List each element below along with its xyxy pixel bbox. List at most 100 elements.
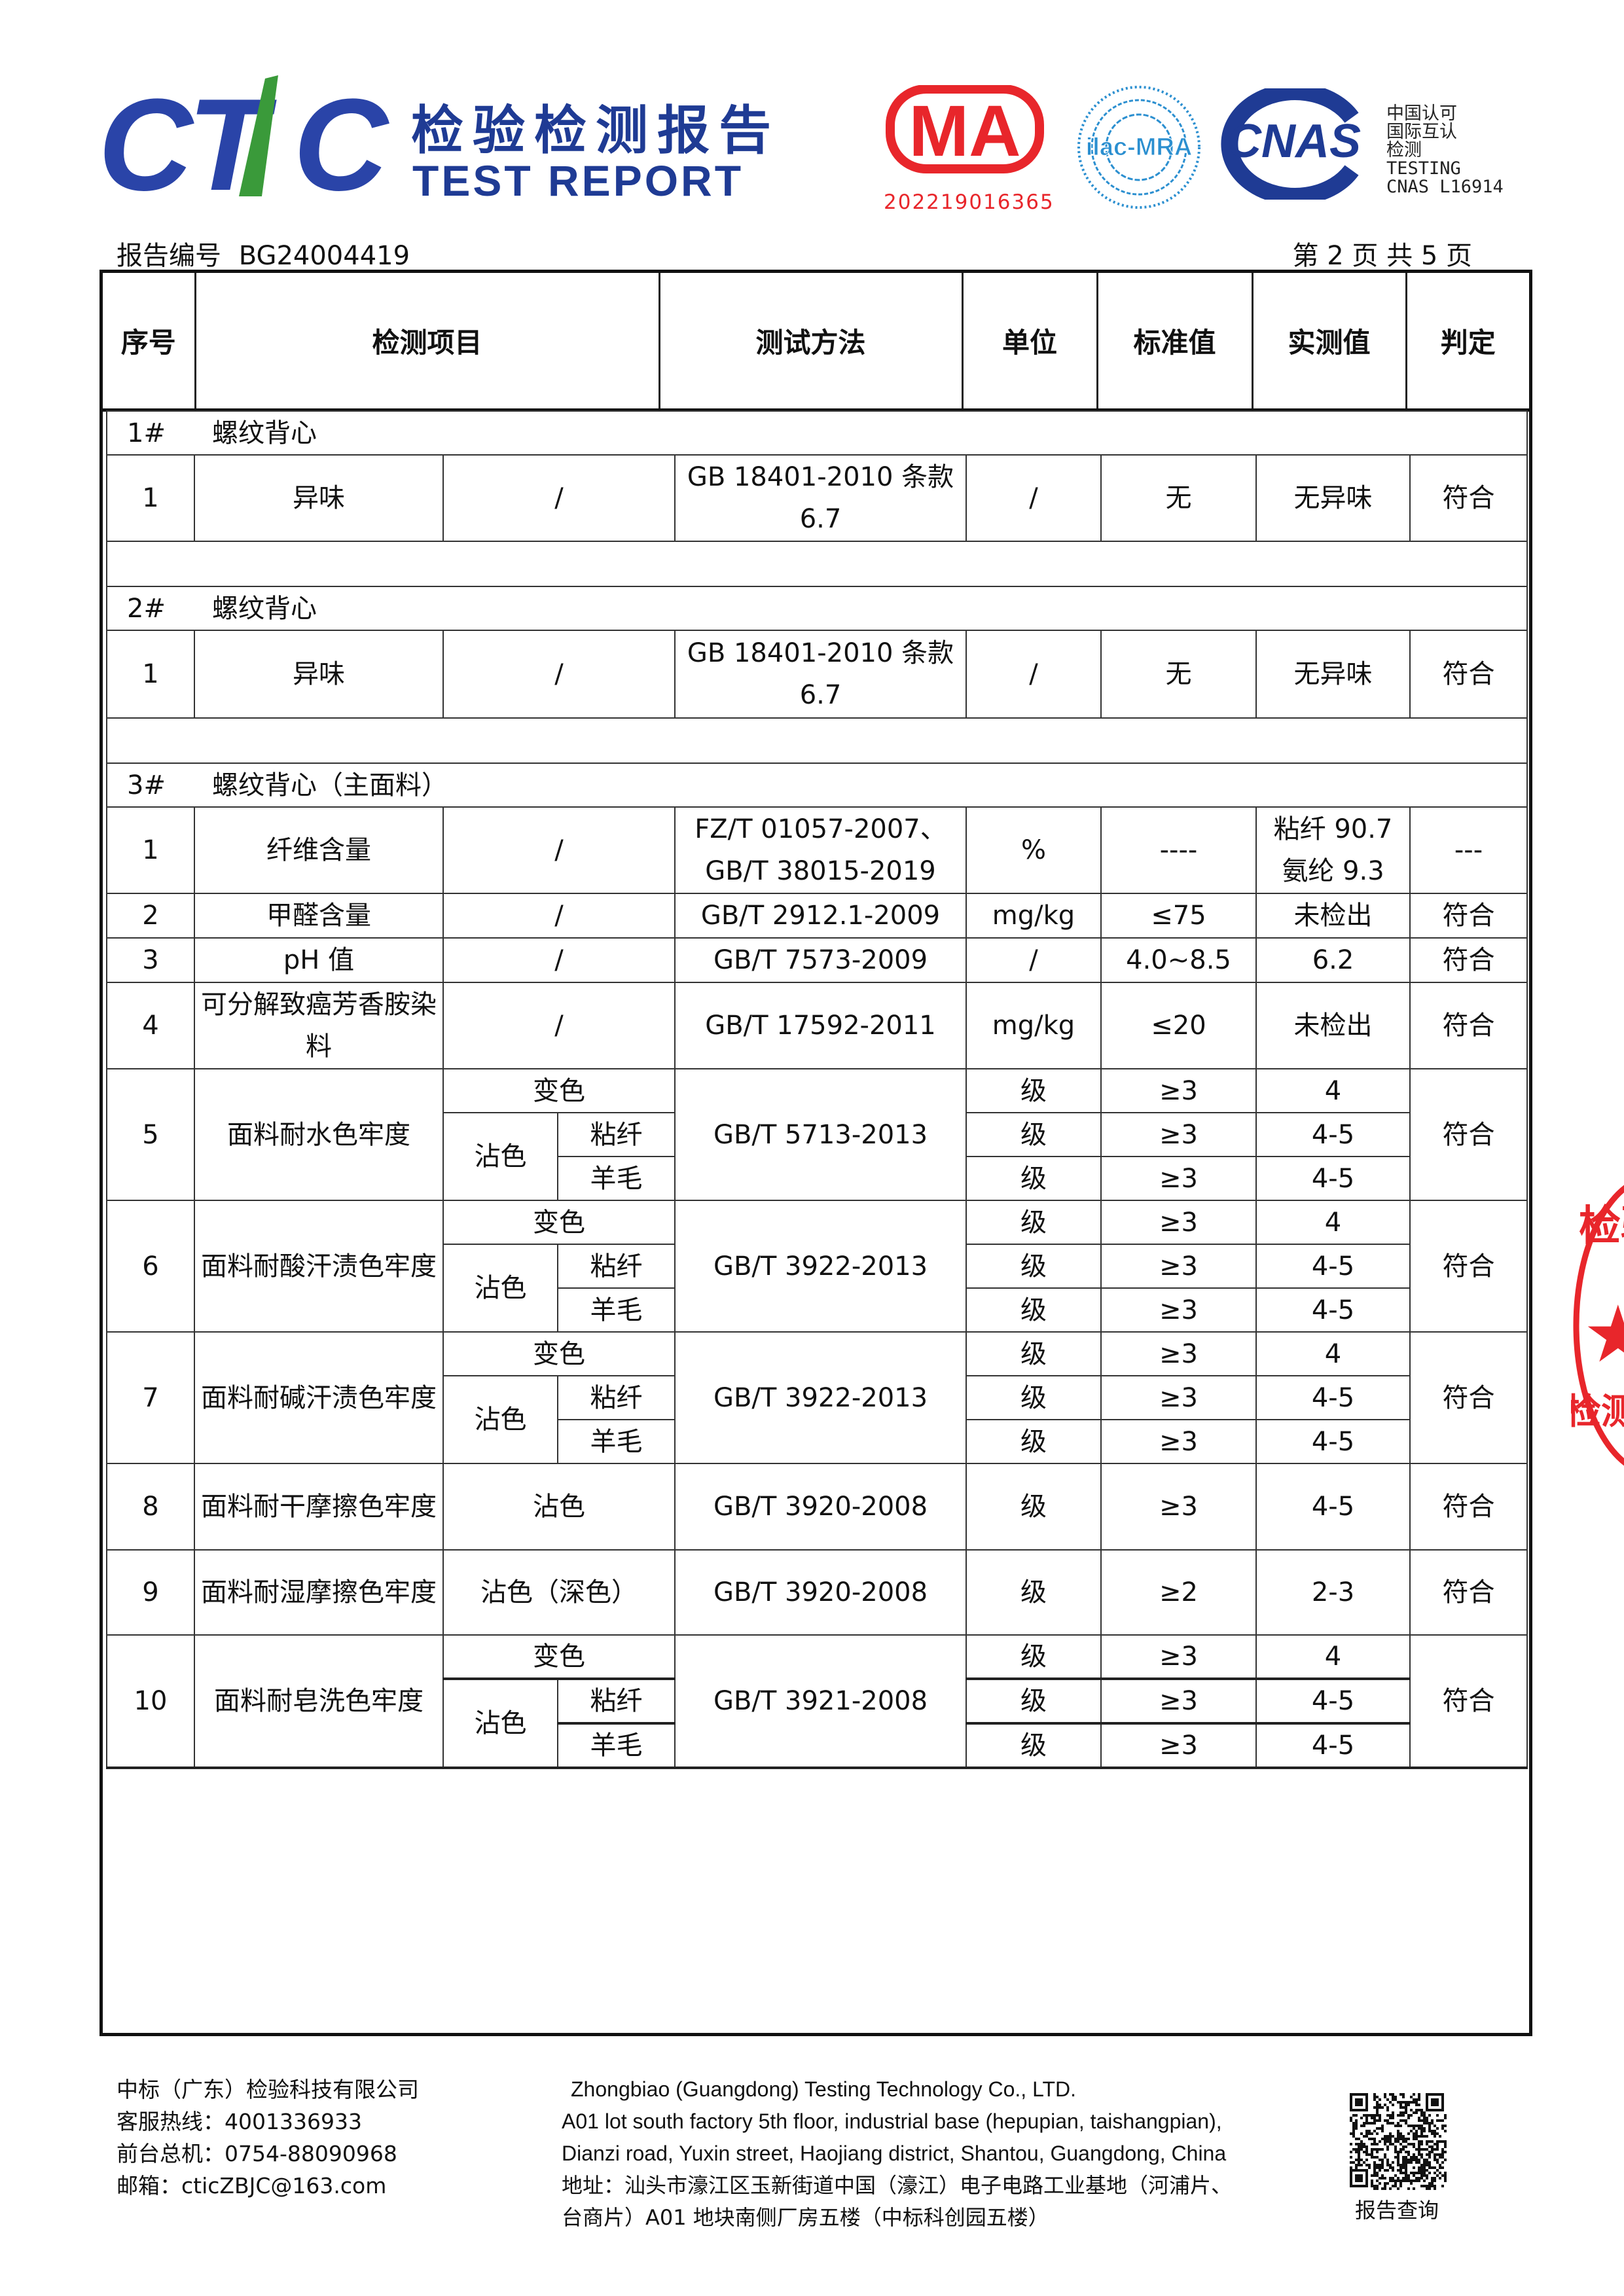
- unit: 级: [965, 1463, 1102, 1551]
- col-header-result: 实测值: [1252, 273, 1407, 412]
- page-info: 第 2 页 共 5 页: [1292, 241, 1472, 271]
- test-subitem: 沾色（深色）: [442, 1549, 676, 1636]
- table-row: 沾色 粘纤级 ≥3 4-5: [107, 1244, 1527, 1333]
- verdict: 符合: [1409, 937, 1528, 983]
- unit: 级: [965, 1375, 1102, 1420]
- standard-value: ≥3: [1100, 1331, 1257, 1376]
- test-item: 异味: [194, 454, 444, 542]
- table-row: 4 可分解致癌芳香胺染料 / GB/T 17592-2011 mg/kg ≤20 未检出 符合: [106, 982, 1528, 1069]
- verdict: 符合: [1409, 982, 1528, 1069]
- standard-value: ----: [1100, 806, 1257, 894]
- sample-name: 螺纹背心: [212, 593, 317, 624]
- fiber-label: 羊毛: [557, 1156, 676, 1201]
- test-subitem: /: [442, 806, 676, 894]
- test-subitem: /: [442, 982, 676, 1069]
- test-method: GB 18401-2010 条款 6.7: [674, 630, 967, 719]
- row-number: 3: [106, 937, 195, 983]
- measured-value: 未检出: [1255, 982, 1411, 1069]
- blank-cell: [105, 717, 1528, 764]
- measured-value: 4: [1255, 1068, 1411, 1113]
- fiber-label: 粘纤: [557, 1678, 676, 1725]
- front-desk-phone: 前台总机：0754-88090968: [117, 2141, 397, 2166]
- measured-value: 6.2: [1255, 937, 1411, 983]
- test-item: 异味: [194, 630, 444, 719]
- test-method: GB/T 3921-2008: [674, 1634, 967, 1769]
- table-row: 沾色 粘纤级 ≥3 4-5: [107, 1112, 1527, 1201]
- row-number: 7: [106, 1331, 195, 1464]
- test-method: GB/T 2912.1-2009: [674, 893, 967, 939]
- color-change-label: 变色: [442, 1634, 676, 1680]
- fiber-label: 羊毛: [557, 1723, 676, 1769]
- table-row: 沾色 粘纤级 ≥3 4-5: [107, 1678, 1527, 1769]
- table-row: 1 异味 / GB 18401-2010 条款 6.7/无无异味 符合: [106, 454, 1528, 542]
- table-row: 1 异味 / GB 18401-2010 条款 6.7/无无异味 符合: [106, 630, 1528, 719]
- standard-value: 4.0~8.5: [1100, 937, 1257, 983]
- unit: %: [965, 806, 1102, 894]
- standard-value: ≥3: [1100, 1156, 1257, 1201]
- row-number: 5: [106, 1068, 195, 1201]
- cma-logo: MA 202219016365: [884, 84, 1053, 214]
- measured-value: 2-3: [1255, 1549, 1411, 1636]
- qr-code[interactable]: [1350, 2093, 1447, 2190]
- report-number-value: BG24004419: [238, 241, 410, 271]
- section-row: 3# 螺纹背心（主面料）: [105, 762, 1528, 808]
- test-method: FZ/T 01057-2007、GB/T 38015-2019: [674, 806, 967, 894]
- test-method: GB/T 17592-2011: [674, 982, 967, 1069]
- unit: mg/kg: [965, 893, 1102, 939]
- test-item: 可分解致癌芳香胺染料: [194, 982, 444, 1069]
- star-icon: ★: [1583, 1289, 1624, 1380]
- measured-value: 4-5: [1255, 1156, 1411, 1201]
- standard-value: ≥3: [1100, 1375, 1257, 1420]
- measured-value: 4: [1255, 1634, 1411, 1680]
- staining-label: 沾色: [442, 1678, 558, 1769]
- stamp-text: 检验: [1579, 1202, 1624, 1251]
- measured-value: 4-5: [1255, 1723, 1411, 1769]
- red-seal-stamp: 检验 ★ 检测: [1571, 1172, 1624, 1479]
- measured-value: 4: [1255, 1331, 1411, 1376]
- table-row: 羊毛 级 ≥3 4-5: [107, 1419, 1527, 1464]
- section-row: 1# 螺纹背心: [105, 410, 1528, 456]
- unit: /: [965, 454, 1102, 542]
- fiber-label: 羊毛: [557, 1287, 676, 1333]
- test-subitem: /: [442, 454, 676, 542]
- verdict: 符合: [1409, 1200, 1528, 1333]
- table-row: 沾色 粘纤级 ≥3 4-5: [107, 1375, 1527, 1464]
- cnas-line: 中国认可: [1386, 103, 1457, 124]
- fiber-label: 羊毛: [557, 1419, 676, 1464]
- standard-value: ≥3: [1100, 1463, 1257, 1551]
- standard-value: ≥3: [1100, 1112, 1257, 1157]
- test-method: GB/T 3920-2008: [674, 1463, 967, 1551]
- standard-value: ≥3: [1100, 1068, 1257, 1113]
- table-row: 1 纤维含量 / FZ/T 01057-2007、GB/T 38015-2019% --…: [106, 806, 1528, 894]
- standard-value: ≤20: [1100, 982, 1257, 1069]
- standard-value: ≥2: [1100, 1549, 1257, 1636]
- measured-value: 4: [1255, 1200, 1411, 1245]
- col-header-standard: 标准值: [1097, 273, 1254, 412]
- test-subitem: /: [442, 893, 676, 939]
- unit: 级: [965, 1068, 1102, 1113]
- color-change-label: 变色: [442, 1200, 676, 1245]
- staining-label: 沾色: [442, 1112, 558, 1201]
- unit: 级: [965, 1200, 1102, 1245]
- address-cn-line: 台商片）A01 地块南侧厂房五楼（中标科创园五楼）: [562, 2205, 1049, 2230]
- test-method: GB/T 5713-2013: [674, 1068, 967, 1201]
- table-row: 羊毛 级 ≥3 4-5: [107, 1156, 1527, 1201]
- address-en-line: Dianzi road, Yuxin street, Haojiang dist…: [562, 2142, 1227, 2165]
- test-item: 甲醛含量: [194, 893, 444, 939]
- unit: 级: [965, 1331, 1102, 1376]
- row-number: 1: [106, 806, 195, 894]
- test-item: pH 值: [194, 937, 444, 983]
- test-item: 面料耐酸汗渍色牢度: [194, 1200, 444, 1333]
- footer-company-info: 中标（广东）检验科技有限公司 客服热线：4001336933 前台总机：0754…: [117, 2073, 419, 2202]
- ilac-mra-logo: ilac-MRA: [1074, 82, 1204, 215]
- col-header-no: 序号: [103, 273, 196, 412]
- test-method: GB/T 3920-2008: [674, 1549, 967, 1636]
- unit: 级: [965, 1156, 1102, 1201]
- verdict: 符合: [1409, 630, 1528, 719]
- col-header-method: 测试方法: [659, 273, 964, 412]
- ctic-logo: CT C: [98, 72, 399, 218]
- row-number: 1: [106, 630, 195, 719]
- test-item: 纤维含量: [194, 806, 444, 894]
- section-header: 3# 螺纹背心（主面料）: [105, 762, 1528, 808]
- company-name-en: Zhongbiao (Guangdong) Testing Technology…: [571, 2077, 1077, 2101]
